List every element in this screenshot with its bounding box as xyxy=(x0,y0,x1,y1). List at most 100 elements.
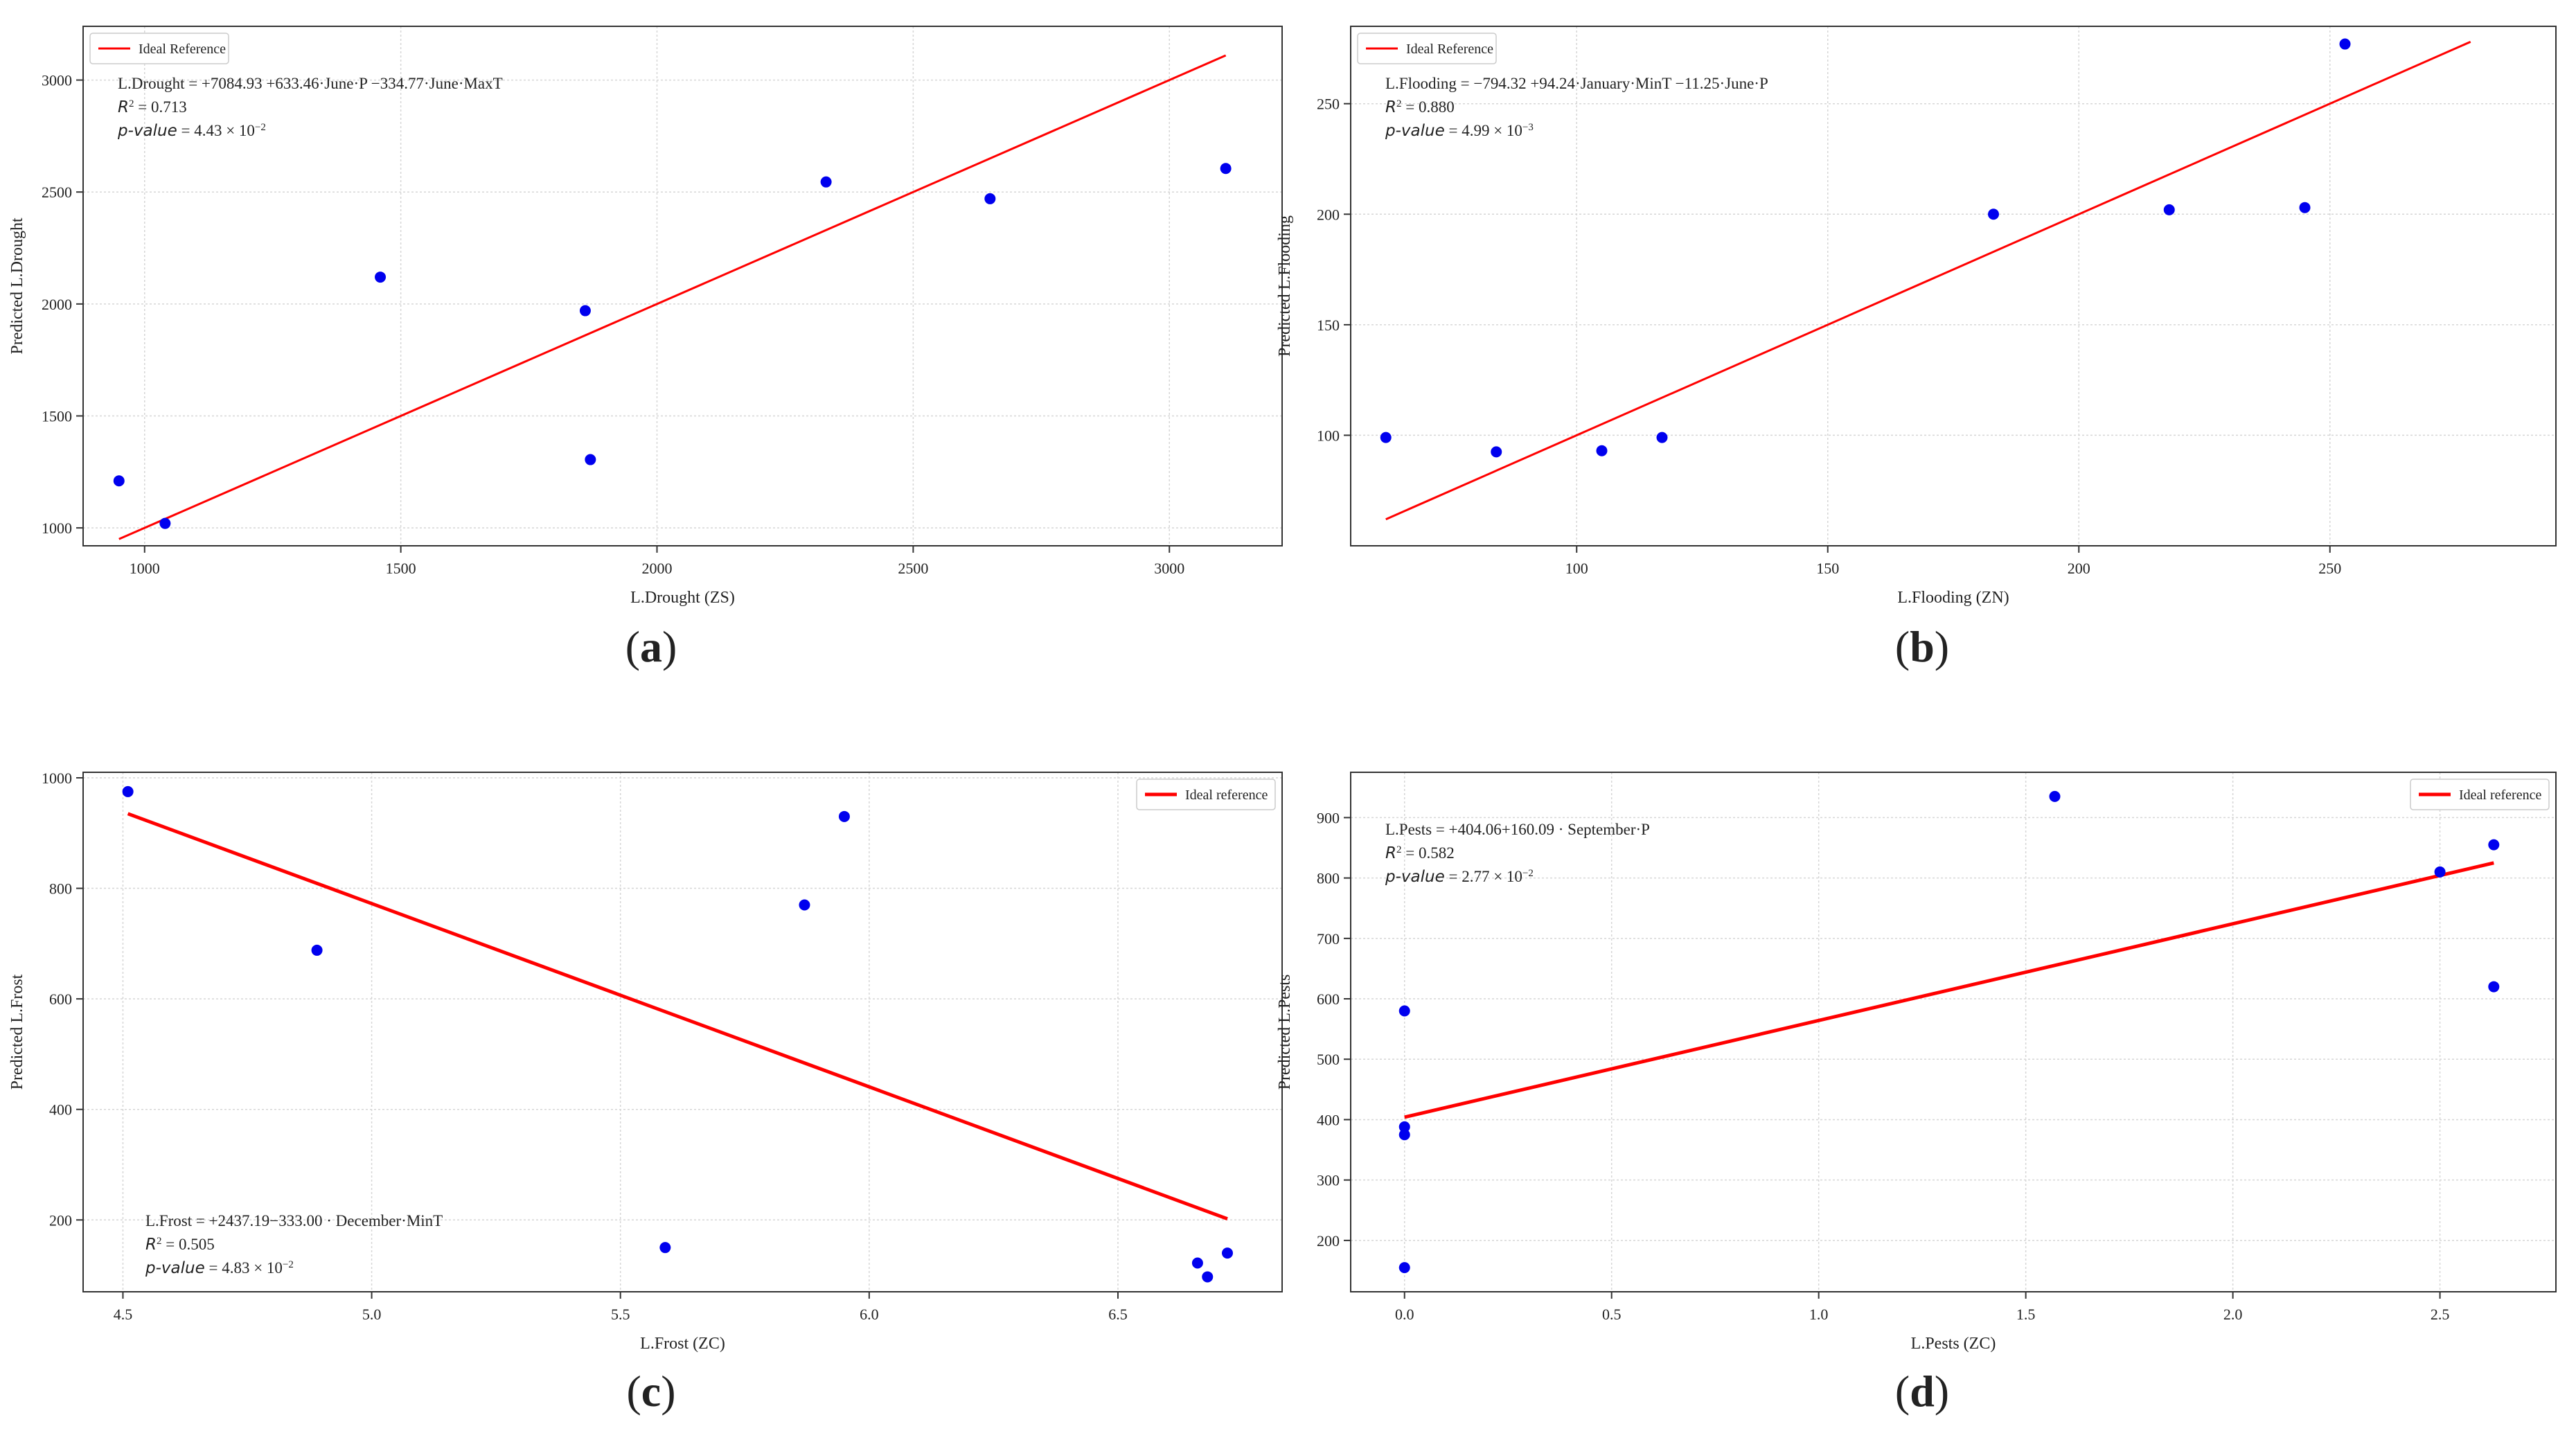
y-tick-label: 250 xyxy=(1317,96,1340,113)
equation-text: L.Drought = +7084.93 +633.46·June·P −334… xyxy=(118,75,503,92)
legend-box xyxy=(1357,33,1497,64)
data-point xyxy=(1221,1247,1233,1259)
x-tick-label: 0.0 xyxy=(1395,1306,1414,1323)
p-value-text: p-value = 4.83 × 10−2 xyxy=(145,1259,294,1277)
ideal-reference-line xyxy=(1404,861,2494,1119)
r-squared-text: R2 = 0.880 xyxy=(1385,98,1455,116)
equation-text: L.Pests = +404.06+160.09 · September·P xyxy=(1385,821,1650,838)
r-squared-text: R2 = 0.505 xyxy=(145,1236,215,1254)
data-point xyxy=(2434,866,2446,878)
x-axis-label: L.Flooding (ZN) xyxy=(1897,589,2009,607)
x-tick-label: 1.5 xyxy=(2016,1306,2036,1323)
axes-frame xyxy=(1350,26,2557,546)
equation-annotation: L.Drought = +7084.93 +633.46·June·P −334… xyxy=(117,75,503,140)
equation-text: L.Frost = +2437.19−333.00 · December·Min… xyxy=(145,1212,443,1229)
x-tick-label: 6.5 xyxy=(1108,1306,1128,1323)
legend-label: Ideal Reference xyxy=(139,42,226,57)
y-tick-label: 150 xyxy=(1317,317,1340,334)
x-tick-label: 1000 xyxy=(130,560,160,577)
y-tick-label: 200 xyxy=(49,1211,72,1229)
y-tick-label: 2000 xyxy=(42,296,72,313)
legend-label: Ideal reference xyxy=(2459,788,2541,803)
x-tick-label: 3000 xyxy=(1154,560,1184,577)
data-point xyxy=(1398,1121,1410,1132)
y-axis-label: Predicted L.Drought xyxy=(8,217,26,355)
data-point xyxy=(820,176,832,188)
x-tick-label: 200 xyxy=(2068,560,2090,577)
x-tick-label: 2500 xyxy=(898,560,928,577)
y-tick-label: 800 xyxy=(49,880,72,898)
y-tick-label: 200 xyxy=(1317,206,1340,223)
y-tick-label: 700 xyxy=(1317,930,1340,948)
data-point xyxy=(2163,204,2175,215)
x-tick-label: 0.5 xyxy=(1602,1306,1622,1323)
data-point xyxy=(1398,1005,1410,1017)
legend-label: Ideal Reference xyxy=(1406,42,1493,57)
chart-panel: 0.0 0.5 1.0 1.5 2.0 2.5 200 300 400 500 600 700 800 9… xyxy=(1276,772,2557,1416)
data-point xyxy=(2488,839,2500,851)
y-tick-label: 600 xyxy=(1317,990,1340,1008)
axes-frame xyxy=(1350,772,2557,1292)
x-tick-label: 2.0 xyxy=(2223,1306,2243,1323)
equation-annotation: L.Pests = +404.06+160.09 · September·P R2… xyxy=(1385,821,1650,886)
data-point xyxy=(585,454,596,465)
panel-label: (b) xyxy=(1895,622,1949,671)
legend-box xyxy=(89,33,229,64)
data-point xyxy=(2049,790,2061,802)
y-axis-label: Predicted L.Pests xyxy=(1276,975,1294,1090)
x-tick-label: 1500 xyxy=(386,560,416,577)
chart-panel: 1000 1500 2000 2500 3000 1000 1500 2000 2500 3000… xyxy=(8,26,1283,671)
x-tick-label: 5.5 xyxy=(611,1306,630,1323)
legend: Ideal reference xyxy=(2410,779,2550,810)
y-tick-label: 500 xyxy=(1317,1051,1340,1068)
data-point xyxy=(1380,432,1392,443)
data-point xyxy=(838,810,850,822)
y-tick-label: 300 xyxy=(1317,1172,1340,1189)
data-point xyxy=(1220,163,1232,175)
data-point xyxy=(1398,1262,1410,1274)
chart-panel: 4.5 5.0 5.5 6.0 6.5 200 400 600 800 1000 L.Frost (… xyxy=(8,770,1283,1416)
equation-annotation: L.Frost = +2437.19−333.00 · December·Min… xyxy=(145,1212,443,1277)
x-tick-label: 2000 xyxy=(642,560,673,577)
x-tick-label: 150 xyxy=(1816,560,1839,577)
data-point xyxy=(159,517,171,529)
data-point xyxy=(579,305,591,317)
legend: Ideal Reference xyxy=(1357,33,1497,64)
ideal-reference-line xyxy=(118,54,1227,540)
x-tick-label: 4.5 xyxy=(114,1306,133,1323)
y-tick-label: 2500 xyxy=(42,184,72,201)
ideal-reference-line xyxy=(1385,40,2471,521)
data-point xyxy=(1988,208,1999,220)
panel-label: (d) xyxy=(1895,1367,1949,1416)
p-value-text: p-value = 4.99 × 10−3 xyxy=(1385,122,1534,140)
legend-box xyxy=(2410,779,2550,810)
y-tick-label: 600 xyxy=(49,990,72,1008)
data-point xyxy=(122,785,134,797)
p-value-text: p-value = 4.43 × 10−2 xyxy=(117,122,266,140)
x-axis-label: L.Drought (ZS) xyxy=(630,589,735,607)
data-point xyxy=(1398,1129,1410,1141)
equation-text: L.Flooding = −794.32 +94.24·January·MinT… xyxy=(1385,75,1768,92)
data-point xyxy=(1202,1271,1214,1283)
equation-annotation: L.Flooding = −794.32 +94.24·January·MinT… xyxy=(1385,75,1768,140)
y-tick-label: 1000 xyxy=(42,770,72,787)
chart-panel: 100 150 200 250 100 150 200 250 L.Flooding (ZN) P… xyxy=(1276,26,2557,671)
x-axis-label: L.Frost (ZC) xyxy=(640,1335,725,1353)
p-value-text: p-value = 2.77 × 10−2 xyxy=(1385,868,1534,886)
y-axis-label: Predicted L.Frost xyxy=(8,974,26,1090)
y-tick-label: 3000 xyxy=(42,72,72,89)
x-tick-label: 250 xyxy=(2318,560,2341,577)
x-tick-label: 2.5 xyxy=(2431,1306,2450,1323)
y-tick-label: 800 xyxy=(1317,870,1340,887)
legend: Ideal reference xyxy=(1136,779,1276,810)
y-axis-label: Predicted L.Flooding xyxy=(1276,215,1294,357)
data-point xyxy=(113,475,125,487)
y-tick-label: 400 xyxy=(49,1101,72,1119)
legend-box xyxy=(1136,779,1276,810)
data-point xyxy=(2339,38,2351,50)
data-point xyxy=(1191,1257,1203,1269)
y-tick-label: 400 xyxy=(1317,1111,1340,1128)
legend-label: Ideal reference xyxy=(1185,788,1268,803)
ideal-reference-line xyxy=(127,812,1228,1221)
